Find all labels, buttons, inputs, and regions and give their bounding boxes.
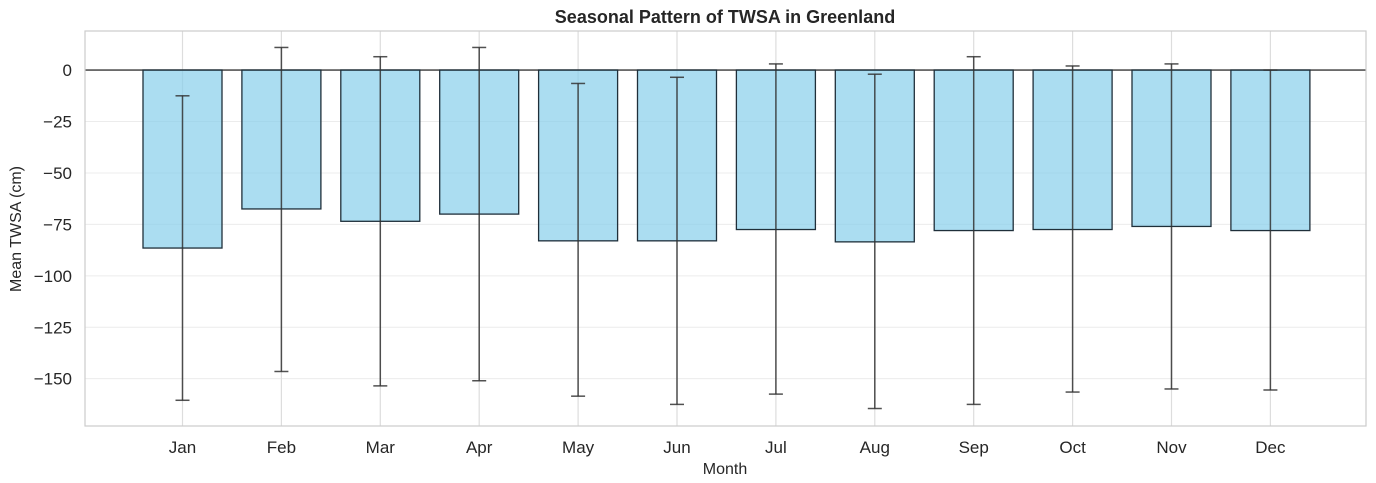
y-tick-label: −125 [34,318,72,337]
errorbar-jul [768,63,783,395]
error-bars [175,46,1278,410]
errorbar-dec [1263,69,1278,391]
x-tick-label: Apr [466,438,493,457]
x-tick-label: Sep [959,438,989,457]
y-tick-label: −25 [43,113,72,132]
x-axis-label: Month [703,461,747,478]
x-tick-label: May [562,438,595,457]
y-axis-label: Mean TWSA (cm) [8,166,25,292]
errorbar-oct [1065,65,1080,393]
x-tick-label: Mar [366,438,396,457]
y-tick-label: −150 [34,370,72,389]
errorbar-sep [966,55,981,406]
y-tick-labels: 0 −25 −50 −75 −100 −125 −150 [34,61,72,389]
errorbar-may [571,82,586,397]
x-tick-label: Jan [169,438,196,457]
x-tick-label: Jul [765,438,787,457]
errorbar-jun [670,76,684,406]
y-tick-label: −50 [43,164,72,183]
y-tick-label: −100 [34,267,72,286]
errorbar-jan [175,95,190,402]
plot-frame [84,30,1367,427]
x-tick-label: Aug [860,438,890,457]
x-tick-label: Nov [1156,438,1187,457]
x-tick-label: Oct [1059,438,1086,457]
x-tick-label: Dec [1255,438,1286,457]
errorbar-apr [472,46,487,382]
x-tick-labels: Jan Feb Mar Apr May Jun Jul Aug Sep Oct Nov Dec [169,438,1286,457]
y-tick-label: −75 [43,215,72,234]
x-tick-label: Jun [663,438,690,457]
errorbar-feb [274,46,289,373]
errorbar-mar [373,55,388,387]
chart-title: Seasonal Pattern of TWSA in Greenland [555,7,895,27]
errorbar-aug [867,73,882,410]
errorbar-nov [1164,63,1179,390]
y-tick-label: 0 [63,61,72,80]
x-tick-label: Feb [267,438,296,457]
